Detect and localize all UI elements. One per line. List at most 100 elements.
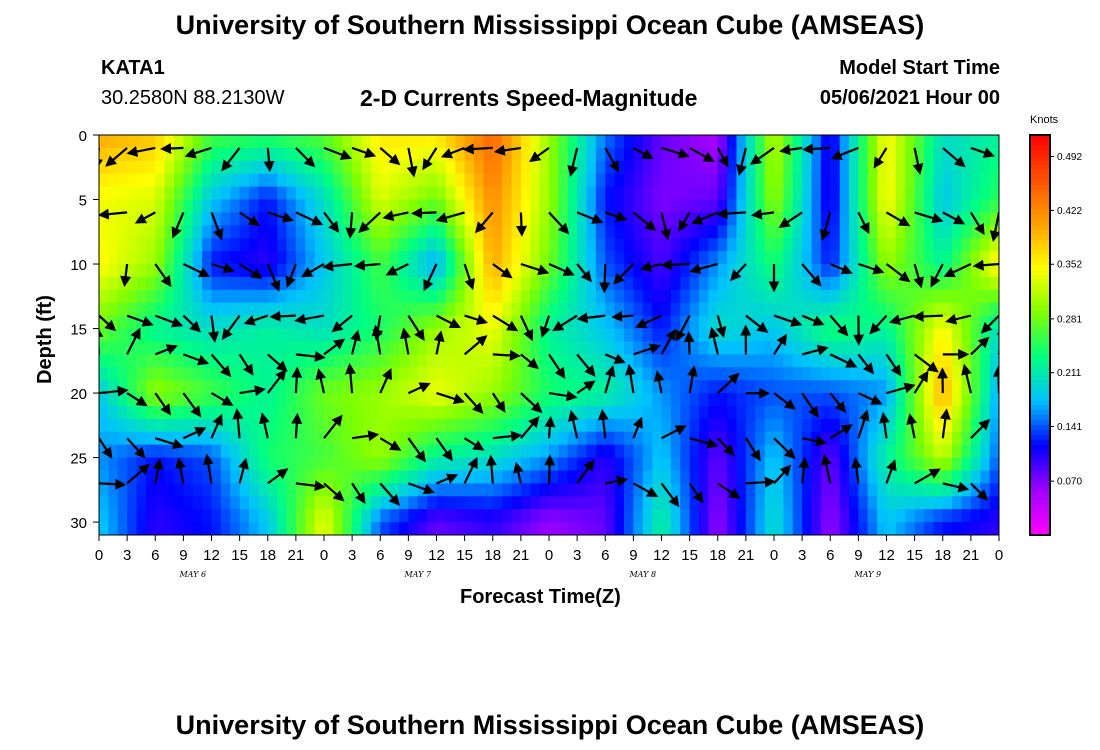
heat-cell xyxy=(699,251,709,265)
heat-cell xyxy=(970,393,981,407)
current-vector xyxy=(869,314,888,335)
heat-cell xyxy=(980,328,991,343)
heat-cell xyxy=(614,302,625,317)
current-vector xyxy=(126,463,150,485)
heat-cell xyxy=(361,173,372,188)
colorbar-cell xyxy=(1030,245,1050,251)
heat-cell xyxy=(924,483,934,497)
heat-cell xyxy=(502,354,513,368)
heat-cell xyxy=(858,251,869,265)
colorbar-tick-label: 0.492 xyxy=(1057,152,1082,163)
heat-cell xyxy=(314,341,325,355)
heat-cell xyxy=(783,160,794,175)
heat-cell xyxy=(567,328,578,343)
heat-cell xyxy=(389,457,400,472)
heat-cell xyxy=(305,173,316,188)
heat-cell xyxy=(277,444,288,459)
heat-cell xyxy=(792,470,803,484)
heat-cell xyxy=(839,302,850,317)
heat-cell xyxy=(774,367,784,381)
heat-cell xyxy=(792,289,803,304)
heat-cell xyxy=(595,186,606,201)
heat-cell xyxy=(286,431,297,446)
heat-cell xyxy=(642,251,653,265)
heat-cell xyxy=(352,225,363,239)
heat-cell xyxy=(436,470,447,484)
heat-cell xyxy=(192,173,203,188)
heat-cell xyxy=(820,264,831,278)
heat-cell xyxy=(802,315,813,330)
heat-cell xyxy=(380,302,391,317)
heat-cell xyxy=(267,470,278,484)
heat-cell xyxy=(427,522,438,535)
heat-cell xyxy=(586,135,597,149)
heat-cell xyxy=(708,509,719,523)
heat-cell xyxy=(267,147,278,162)
current-vector xyxy=(208,315,220,343)
heat-cell xyxy=(811,135,822,149)
heat-cell xyxy=(408,380,419,394)
heat-cell xyxy=(192,470,203,484)
heat-cell xyxy=(924,225,934,239)
heat-cell xyxy=(314,276,325,291)
heat-cell xyxy=(680,225,691,239)
heat-cell xyxy=(708,457,719,472)
current-vector xyxy=(184,146,212,159)
heat-cell xyxy=(295,212,306,226)
heat-cell xyxy=(361,289,372,304)
heat-cell xyxy=(549,238,559,252)
heat-cell xyxy=(633,225,644,239)
heat-cell xyxy=(211,212,222,226)
heat-cell xyxy=(633,264,644,278)
heat-cell xyxy=(586,431,597,446)
heat-cell xyxy=(511,522,522,535)
heat-cell xyxy=(764,418,775,433)
heat-cell xyxy=(277,238,288,252)
heat-cell xyxy=(774,483,784,497)
heat-cell xyxy=(942,393,953,407)
heat-cell xyxy=(324,354,334,368)
heat-cell xyxy=(455,238,466,252)
heat-cell xyxy=(117,147,128,162)
heat-cell xyxy=(905,522,916,535)
heat-cell xyxy=(389,186,400,201)
heat-cell xyxy=(652,315,663,330)
heat-cell xyxy=(858,470,869,484)
heat-cell xyxy=(717,212,728,226)
heat-cell xyxy=(624,354,634,368)
heat-cell xyxy=(989,238,999,252)
heat-cell xyxy=(577,160,588,175)
colorbar-cell xyxy=(1030,135,1050,141)
heat-cell xyxy=(324,302,334,317)
heat-cell xyxy=(295,444,306,459)
heat-cell xyxy=(586,341,597,355)
heat-cell xyxy=(895,160,906,175)
heat-cell xyxy=(474,444,484,459)
heat-cell xyxy=(905,367,916,381)
heat-cell xyxy=(174,405,184,420)
heat-cell xyxy=(267,225,278,239)
heat-cell xyxy=(314,135,325,149)
heat-cell xyxy=(605,418,616,433)
heat-cell xyxy=(886,405,897,420)
heat-cell xyxy=(258,393,269,407)
current-vector xyxy=(576,312,606,324)
heat-cell xyxy=(989,470,999,484)
heat-cell xyxy=(155,251,166,265)
heat-cell xyxy=(961,328,972,343)
heat-cell xyxy=(342,354,353,368)
heat-cell xyxy=(755,367,766,381)
heat-cell xyxy=(155,199,166,214)
heat-cell xyxy=(352,315,363,330)
heat-cell xyxy=(483,522,494,535)
heat-cell xyxy=(511,431,522,446)
heat-cell xyxy=(849,483,859,497)
heat-cell xyxy=(502,302,513,317)
heat-cell xyxy=(942,522,953,535)
current-vector xyxy=(134,211,156,224)
heat-cell xyxy=(230,393,241,407)
heat-cell xyxy=(108,444,119,459)
heat-cell xyxy=(914,264,925,278)
heat-cell xyxy=(361,328,372,343)
heat-cell xyxy=(230,212,241,226)
